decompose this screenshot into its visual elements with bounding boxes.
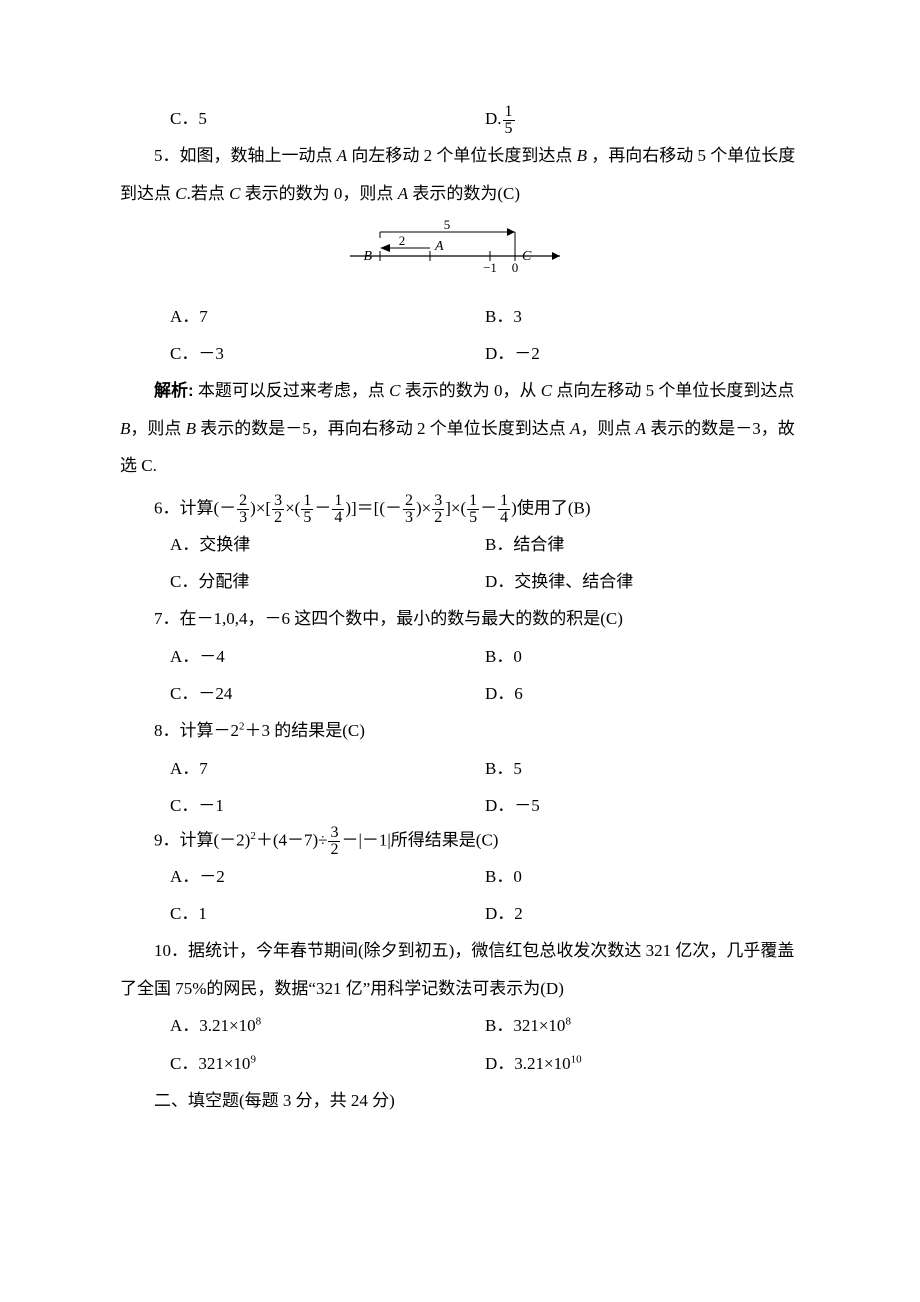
q10-opt-d: D．3.21×1010 — [485, 1045, 800, 1082]
q10-opts-row1: A．3.21×108 B．321×108 — [120, 1007, 800, 1044]
q5-opts-row1: A．7 B．3 — [120, 298, 800, 335]
q6-opt-c: C．分配律 — [120, 563, 485, 600]
svg-text:5: 5 — [444, 218, 451, 232]
q9-opt-a: A．－2 — [120, 858, 485, 895]
q7-opts-row2: C．－24 D．6 — [120, 675, 800, 712]
q9-opts-row1: A．－2 B．0 — [120, 858, 800, 895]
q6-opt-d: D．交换律、结合律 — [485, 563, 800, 600]
q7-stem: 7．在－1,0,4，－6 这四个数中，最小的数与最大的数的积是(C) — [120, 600, 800, 637]
q5-opt-c: C．－3 — [120, 335, 485, 372]
page-content: C．5 D.15 5．如图，数轴上一动点 A 向左移动 2 个单位长度到达点 B… — [0, 0, 920, 1302]
q6-opts-row1: A．交换律 B．结合律 — [120, 526, 800, 563]
q5-opts-row2: C．－3 D．－2 — [120, 335, 800, 372]
svg-text:−1: −1 — [483, 260, 497, 275]
q5-stem: 5．如图，数轴上一动点 A 向左移动 2 个单位长度到达点 B ，再向右移动 5… — [120, 137, 800, 212]
q7-opts-row1: A．－4 B．0 — [120, 638, 800, 675]
q5-opt-a: A．7 — [120, 298, 485, 335]
section-2-heading: 二、填空题(每题 3 分，共 24 分) — [120, 1082, 800, 1119]
svg-text:A: A — [434, 239, 444, 254]
q6-stem: 6．计算(－23)×[32×(15－14)]＝[(－23)×32]×(15－14… — [120, 493, 800, 526]
svg-text:B: B — [363, 249, 372, 264]
q8-opt-a: A．7 — [120, 750, 485, 787]
q10-opts-row2: C．321×109 D．3.21×1010 — [120, 1045, 800, 1082]
q10-opt-b: B．321×108 — [485, 1007, 800, 1044]
q6-opt-b: B．结合律 — [485, 526, 800, 563]
q4-d-prefix: D. — [485, 109, 502, 128]
q10-opt-a: A．3.21×108 — [120, 1007, 485, 1044]
q6-opt-a: A．交换律 — [120, 526, 485, 563]
number-line-icon: B A C 2 5 −1 0 — [340, 218, 580, 280]
q9-opt-b: B．0 — [485, 858, 800, 895]
q10-opt-c: C．321×109 — [120, 1045, 485, 1082]
q5-opt-b: B．3 — [485, 298, 800, 335]
q9-stem: 9．计算(－2)2＋(4－7)÷32－|－1|所得结果是(C) — [120, 825, 800, 858]
svg-text:0: 0 — [512, 260, 519, 275]
q5-opt-d: D．－2 — [485, 335, 800, 372]
q9-opt-c: C．1 — [120, 895, 485, 932]
q8-stem: 8．计算－22＋3 的结果是(C) — [120, 712, 800, 749]
analysis-label: 解析: — [154, 381, 194, 400]
q4-d-frac: 15 — [503, 104, 515, 137]
q4-options-row2: C．5 D.15 — [120, 100, 800, 137]
q6-opts-row2: C．分配律 D．交换律、结合律 — [120, 563, 800, 600]
q9-opt-d: D．2 — [485, 895, 800, 932]
svg-text:C: C — [522, 249, 532, 264]
q8-opts-row1: A．7 B．5 — [120, 750, 800, 787]
svg-text:2: 2 — [399, 233, 406, 248]
q7-opt-c: C．－24 — [120, 675, 485, 712]
q9-opts-row2: C．1 D．2 — [120, 895, 800, 932]
q5-analysis: 解析: 本题可以反过来考虑，点 C 表示的数为 0，从 C 点向左移动 5 个单… — [120, 372, 800, 484]
q4-opt-c: C．5 — [120, 100, 485, 137]
q8-opt-d: D．－5 — [485, 787, 800, 824]
q7-opt-d: D．6 — [485, 675, 800, 712]
q4-opt-d: D.15 — [485, 100, 800, 137]
q5-figure: B A C 2 5 −1 0 — [120, 218, 800, 293]
q8-opt-b: B．5 — [485, 750, 800, 787]
q7-opt-b: B．0 — [485, 638, 800, 675]
q8-opts-row2: C．－1 D．－5 — [120, 787, 800, 824]
q10-stem: 10．据统计，今年春节期间(除夕到初五)，微信红包总收发次数达 321 亿次，几… — [120, 932, 800, 1007]
q8-opt-c: C．－1 — [120, 787, 485, 824]
q7-opt-a: A．－4 — [120, 638, 485, 675]
